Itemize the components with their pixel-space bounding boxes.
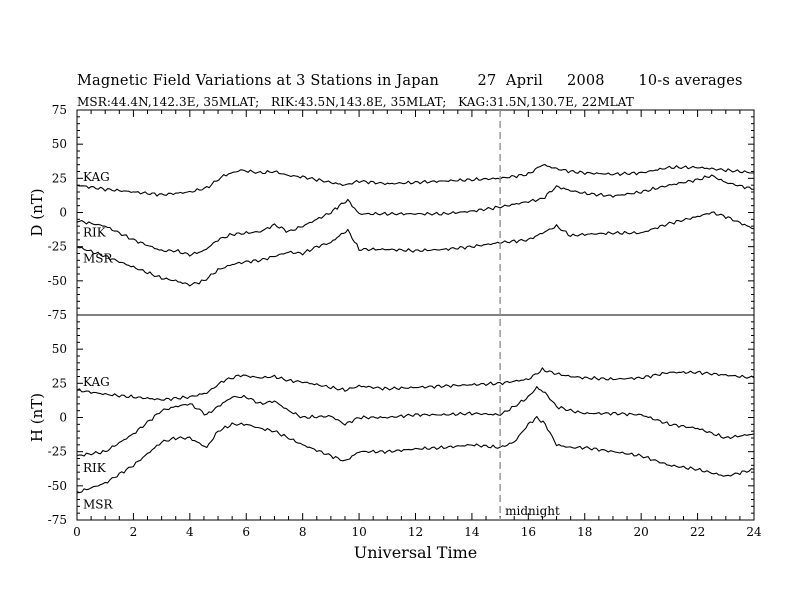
series-line-rik <box>76 174 755 257</box>
series-line-msr <box>76 211 755 287</box>
y-tick-label: 0 <box>59 206 67 220</box>
x-tick-label: 20 <box>634 525 649 539</box>
d-component-panel: 75 50 25 0 -25 -50 -75 D (nT) KAG RIK MSR <box>28 103 755 322</box>
x-tick-label: 12 <box>408 525 423 539</box>
midnight-marker: midnight <box>499 110 560 520</box>
chart-subtitle: MSR:44.4N,142.3E, 35MLAT; RIK:43.5N,143.… <box>77 95 634 109</box>
midnight-label: midnight <box>505 504 560 518</box>
x-tick-label: 24 <box>746 525 762 539</box>
x-tick-label: 14 <box>464 525 480 539</box>
series-label-msr: MSR <box>83 498 114 512</box>
x-tick-label: 4 <box>186 525 194 539</box>
y-axis-label: D (nT) <box>28 188 46 236</box>
x-tick-label: 2 <box>130 525 138 539</box>
chart-title: Magnetic Field Variations at 3 Stations … <box>77 73 743 89</box>
series-label-rik: RIK <box>83 226 107 240</box>
x-tick-label: 18 <box>577 525 592 539</box>
y-tick-label: -50 <box>48 274 67 288</box>
y-tick-label: -50 <box>48 479 67 493</box>
y-tick-label: -75 <box>48 308 67 322</box>
y-tick-label: 50 <box>52 137 67 151</box>
y-tick-label: -25 <box>48 445 67 459</box>
x-tick-label: 6 <box>242 525 250 539</box>
x-tick-label: 10 <box>351 525 366 539</box>
x-tick-label: 22 <box>690 525 705 539</box>
series-label-msr: MSR <box>83 252 114 266</box>
series-line-msr <box>76 415 755 494</box>
x-tick-label: 8 <box>299 525 307 539</box>
x-tick-label: 16 <box>521 525 536 539</box>
panel-frame <box>76 109 755 316</box>
series-label-rik: RIK <box>83 461 107 475</box>
x-axis-label: Universal Time <box>354 543 477 562</box>
y-axis-label: H (nT) <box>28 393 46 442</box>
y-tick-label: 25 <box>52 171 67 185</box>
y-tick-label: 25 <box>52 376 67 390</box>
h-component-panel: 50 25 0 -25 -50 -75 H (nT) KAG RIK MSR <box>28 314 755 527</box>
series-line-kag <box>76 163 755 197</box>
y-tick-label: -75 <box>48 513 67 527</box>
series-label-kag: KAG <box>83 170 110 184</box>
y-tick-label: 75 <box>52 103 67 117</box>
y-tick-label: -25 <box>48 240 67 254</box>
series-label-kag: KAG <box>83 375 110 389</box>
series-line-kag <box>76 367 755 402</box>
y-tick-label: 0 <box>59 411 67 425</box>
panel-frame <box>76 314 755 521</box>
x-tick-label: 0 <box>73 525 81 539</box>
series-line-rik <box>76 386 755 457</box>
y-tick-label: 50 <box>52 342 67 356</box>
